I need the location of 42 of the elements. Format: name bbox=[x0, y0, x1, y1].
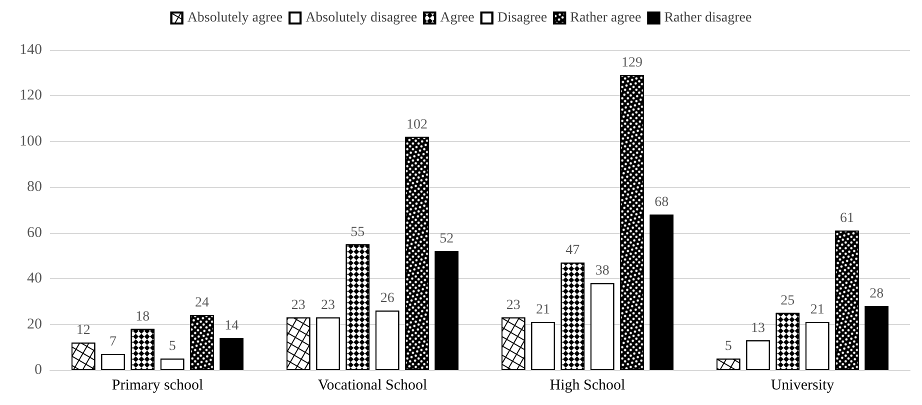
legend-label: Disagree bbox=[497, 10, 548, 26]
data-label: 55 bbox=[350, 224, 365, 240]
y-tick-label: 100 bbox=[20, 133, 42, 150]
y-tick-label: 120 bbox=[20, 88, 42, 104]
data-label: 129 bbox=[621, 56, 642, 71]
x-tick-label: Primary school bbox=[112, 378, 204, 394]
legend-label: Rather disagree bbox=[664, 10, 752, 26]
legend-label: Rather agree bbox=[570, 10, 642, 26]
data-label: 18 bbox=[136, 309, 150, 324]
data-label: 61 bbox=[840, 211, 854, 226]
data-label: 26 bbox=[380, 291, 394, 306]
y-tick-label: 80 bbox=[27, 179, 42, 196]
legend-label: Absolutely agree bbox=[187, 10, 283, 26]
data-label: 14 bbox=[224, 318, 239, 334]
data-label: 12 bbox=[76, 323, 90, 338]
data-label: 5 bbox=[724, 339, 732, 354]
legend-label: Absolutely disagree bbox=[306, 10, 418, 26]
y-tick-label: 60 bbox=[27, 224, 42, 241]
data-label: 68 bbox=[654, 195, 669, 210]
data-label: 13 bbox=[751, 320, 766, 336]
y-tick-label: 40 bbox=[27, 270, 42, 287]
data-label: 28 bbox=[870, 286, 884, 302]
legend-label: Agree bbox=[440, 10, 474, 26]
data-label: 102 bbox=[406, 117, 428, 132]
data-label: 5 bbox=[168, 339, 176, 354]
y-tick-label: 20 bbox=[27, 316, 42, 332]
data-label: 47 bbox=[566, 243, 580, 258]
data-label: 21 bbox=[810, 302, 824, 318]
x-tick-label: High School bbox=[550, 378, 626, 394]
data-label: 25 bbox=[780, 293, 795, 308]
data-label: 52 bbox=[440, 232, 454, 247]
data-label: 38 bbox=[595, 264, 610, 279]
x-tick-label: University bbox=[770, 378, 835, 394]
data-label: 23 bbox=[506, 298, 520, 313]
data-label: 23 bbox=[291, 298, 306, 313]
data-label: 21 bbox=[536, 302, 550, 318]
data-label: 7 bbox=[110, 334, 117, 350]
data-label: 24 bbox=[194, 296, 209, 311]
x-tick-label: Vocational School bbox=[318, 378, 428, 394]
y-tick-label: 140 bbox=[20, 42, 42, 58]
data-label: 23 bbox=[321, 298, 336, 313]
y-tick-label: 0 bbox=[34, 362, 42, 378]
